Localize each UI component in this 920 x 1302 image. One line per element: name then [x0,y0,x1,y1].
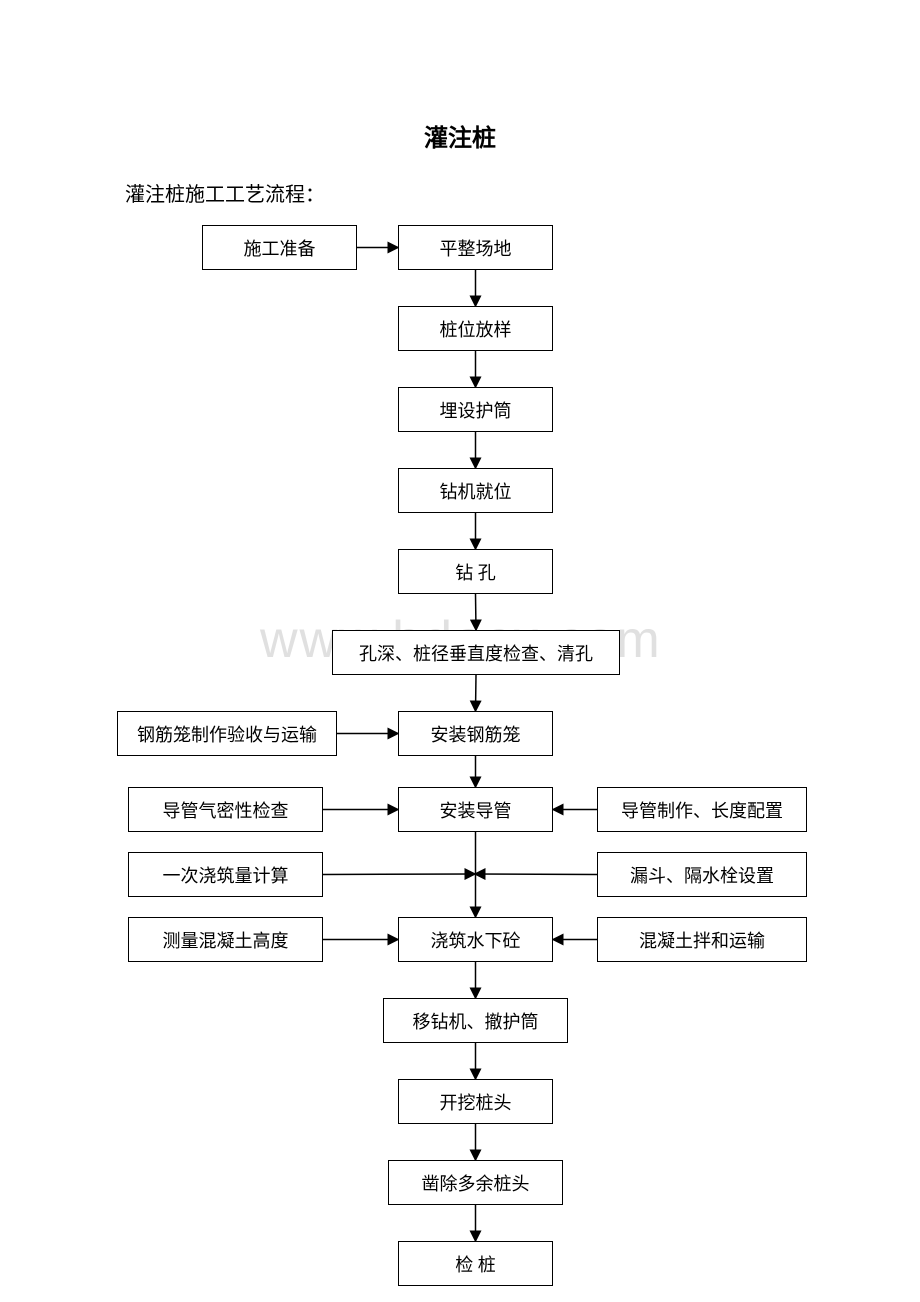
flowchart-node-n5: 钻 孔 [398,549,553,594]
flowchart-node-n7: 钢筋笼制作验收与运输 [117,711,337,756]
flowchart-node-n17: 移钻机、撤护筒 [383,998,568,1043]
flowchart-node-n14: 测量混凝土高度 [128,917,323,962]
flowchart-node-n1: 平整场地 [398,225,553,270]
flowchart-node-n19: 凿除多余桩头 [388,1160,563,1205]
flowchart-node-n8: 安装钢筋笼 [398,711,553,756]
flowchart-node-n0: 施工准备 [202,225,357,270]
flowchart-node-n15: 浇筑水下砼 [398,917,553,962]
flowchart-node-n13: 漏斗、隔水栓设置 [597,852,807,897]
flowchart-node-n6: 孔深、桩径垂直度检查、清孔 [332,630,620,675]
flowchart-node-n4: 钻机就位 [398,468,553,513]
flowchart-node-n10: 安装导管 [398,787,553,832]
flowchart-node-n18: 开挖桩头 [398,1079,553,1124]
flowchart-node-n11: 导管制作、长度配置 [597,787,807,832]
flowchart-node-n9: 导管气密性检查 [128,787,323,832]
flowchart-node-n12: 一次浇筑量计算 [128,852,323,897]
page-title: 灌注桩 [0,118,920,153]
flowchart-node-n20: 检 桩 [398,1241,553,1286]
page-subtitle: 灌注桩施工工艺流程： [125,178,325,207]
flowchart-node-n3: 埋设护筒 [398,387,553,432]
flowchart-node-n16: 混凝土拌和运输 [597,917,807,962]
flowchart-node-n2: 桩位放样 [398,306,553,351]
